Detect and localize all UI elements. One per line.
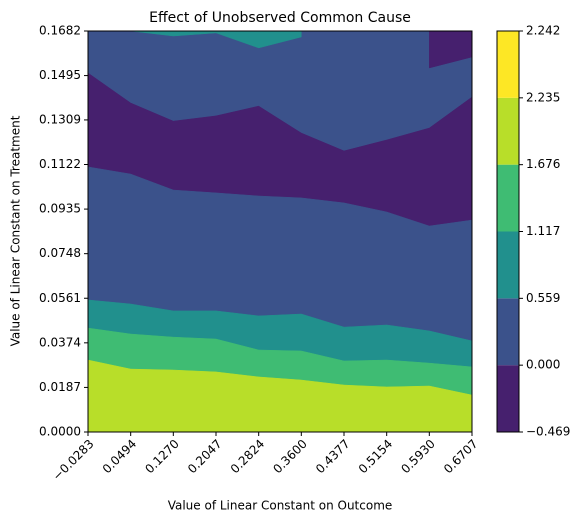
x-tick-label: 0.2047 (185, 437, 225, 477)
colorbar-segment (497, 97, 519, 165)
colorbar-tick-label: 1.117 (526, 224, 560, 238)
x-tick-label: 0.1270 (142, 437, 182, 477)
x-tick-label: 0.3600 (270, 437, 310, 477)
colorbar-tick-label: −0.469 (526, 425, 570, 439)
colorbar-tick-label: 0.000 (526, 358, 560, 372)
x-tick-label: 0.2824 (228, 437, 268, 477)
colorbar-segment (497, 298, 519, 366)
y-tick-label: 0.0561 (39, 291, 81, 305)
colorbar-segment (497, 231, 519, 299)
colorbar-tick-label: 0.559 (526, 291, 560, 305)
colorbar-segment (497, 164, 519, 232)
y-tick-label: 0.0187 (39, 380, 81, 394)
colorbar-segment (497, 31, 519, 98)
colorbar-tick-label: 1.676 (526, 157, 560, 171)
x-tick-label: 0.0494 (100, 437, 140, 477)
y-tick-label: 0.0374 (39, 335, 81, 349)
plot-frame (87, 30, 473, 433)
colorbar-tick-label: 2.242 (526, 24, 560, 38)
y-tick-label: 0.0000 (39, 425, 81, 439)
y-tick-label: 0.1495 (39, 68, 81, 82)
x-tick-label: −0.0283 (50, 437, 97, 484)
x-tick-label: 0.5930 (398, 437, 438, 477)
x-axis-label: Value of Linear Constant on Outcome (168, 499, 393, 513)
colorbar-segment (497, 365, 519, 432)
y-tick-label: 0.1122 (39, 157, 81, 171)
y-tick-label: 0.1309 (39, 112, 81, 126)
y-tick-label: 0.0748 (39, 246, 81, 260)
x-tick-label: 0.4377 (313, 437, 353, 477)
y-axis-label: Value of Linear Constant on Treatment (9, 115, 23, 346)
x-tick-label: 0.5154 (356, 437, 396, 477)
y-tick-label: 0.1682 (39, 24, 81, 38)
colorbar-tick-label: 2.235 (526, 90, 560, 104)
x-tick-label: 0.6707 (441, 437, 481, 477)
y-tick-label: 0.0935 (39, 202, 81, 216)
chart-title: Effect of Unobserved Common Cause (149, 10, 411, 26)
